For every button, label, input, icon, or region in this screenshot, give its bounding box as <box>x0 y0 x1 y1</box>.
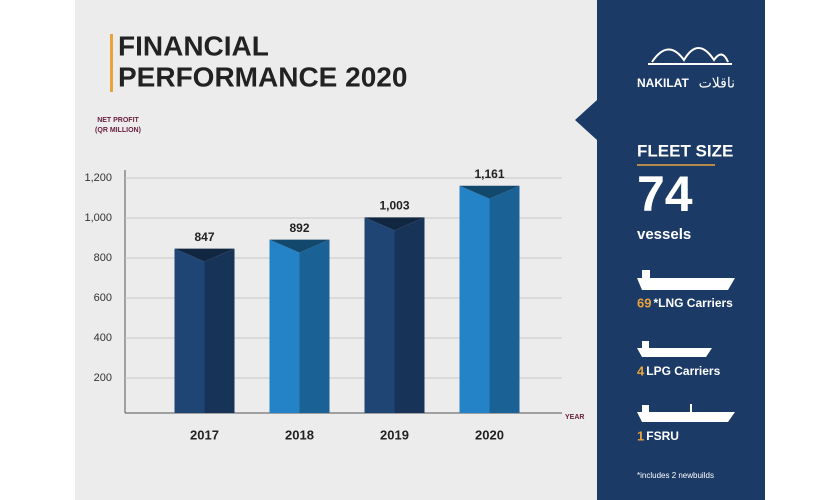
bar-side <box>299 239 330 413</box>
x-tick-label: 2017 <box>190 427 219 442</box>
heading: FLEET SIZE <box>637 141 733 160</box>
x-tick-label: 2019 <box>380 427 409 442</box>
bar-top <box>174 248 235 262</box>
value-label: 892 <box>289 221 309 235</box>
plot: 200 400 600 800 1,000 1,200 2017 847 2018 892 2019… <box>84 167 562 442</box>
item-count: 69 <box>637 295 651 310</box>
bar-side <box>394 217 425 413</box>
y-tick-label: 1,200 <box>84 172 112 184</box>
fleet-items: 69 *LNG Carriers 4 LPG Carriers 1 FSRU <box>637 295 733 443</box>
bar-side <box>489 185 520 413</box>
brand: NAKILAT <box>637 76 689 90</box>
chart-title: PERFORMANCE 2020 <box>118 61 407 92</box>
y-axis-label: (QR MILLION) <box>95 127 141 134</box>
bar-top <box>459 185 520 199</box>
bar-front <box>459 185 490 413</box>
item-label: FSRU <box>646 429 679 443</box>
value-label: 1,161 <box>474 167 504 181</box>
y-tick-label: 600 <box>94 292 112 304</box>
bar-side <box>204 248 235 413</box>
y-tick-label: 200 <box>94 372 112 384</box>
y-axis-label: NET PROFIT <box>97 117 139 124</box>
item-label: LPG Carriers <box>646 364 720 378</box>
logo <box>648 47 732 65</box>
brand-arabic: ناقلات <box>699 75 735 91</box>
item-count: 4 <box>637 363 645 378</box>
fleet-count: 74 <box>637 166 693 222</box>
chart-title: FINANCIAL <box>118 30 269 61</box>
x-tick-label: 2018 <box>285 427 314 442</box>
y-tick-label: 400 <box>94 332 112 344</box>
panel-notch <box>575 100 597 140</box>
fleet-unit: vessels <box>637 226 691 243</box>
ship-icons <box>637 270 735 422</box>
x-tick-label: 2020 <box>475 427 504 442</box>
bar-top <box>269 239 330 253</box>
bar-front <box>269 239 300 413</box>
value-label: 847 <box>194 230 214 244</box>
note: *includes 2 newbuilds <box>637 471 714 480</box>
bar-front <box>364 217 395 413</box>
x-axis-label: YEAR <box>565 414 584 421</box>
title-accent <box>110 34 113 92</box>
side-panel <box>597 0 765 500</box>
y-tick-label: 800 <box>94 252 112 264</box>
value-label: 1,003 <box>379 199 409 213</box>
bar-top <box>364 217 425 231</box>
bar-front <box>174 248 205 413</box>
item-count: 1 <box>637 428 644 443</box>
y-tick-label: 1,000 <box>84 212 112 224</box>
item-label: *LNG Carriers <box>653 296 733 310</box>
